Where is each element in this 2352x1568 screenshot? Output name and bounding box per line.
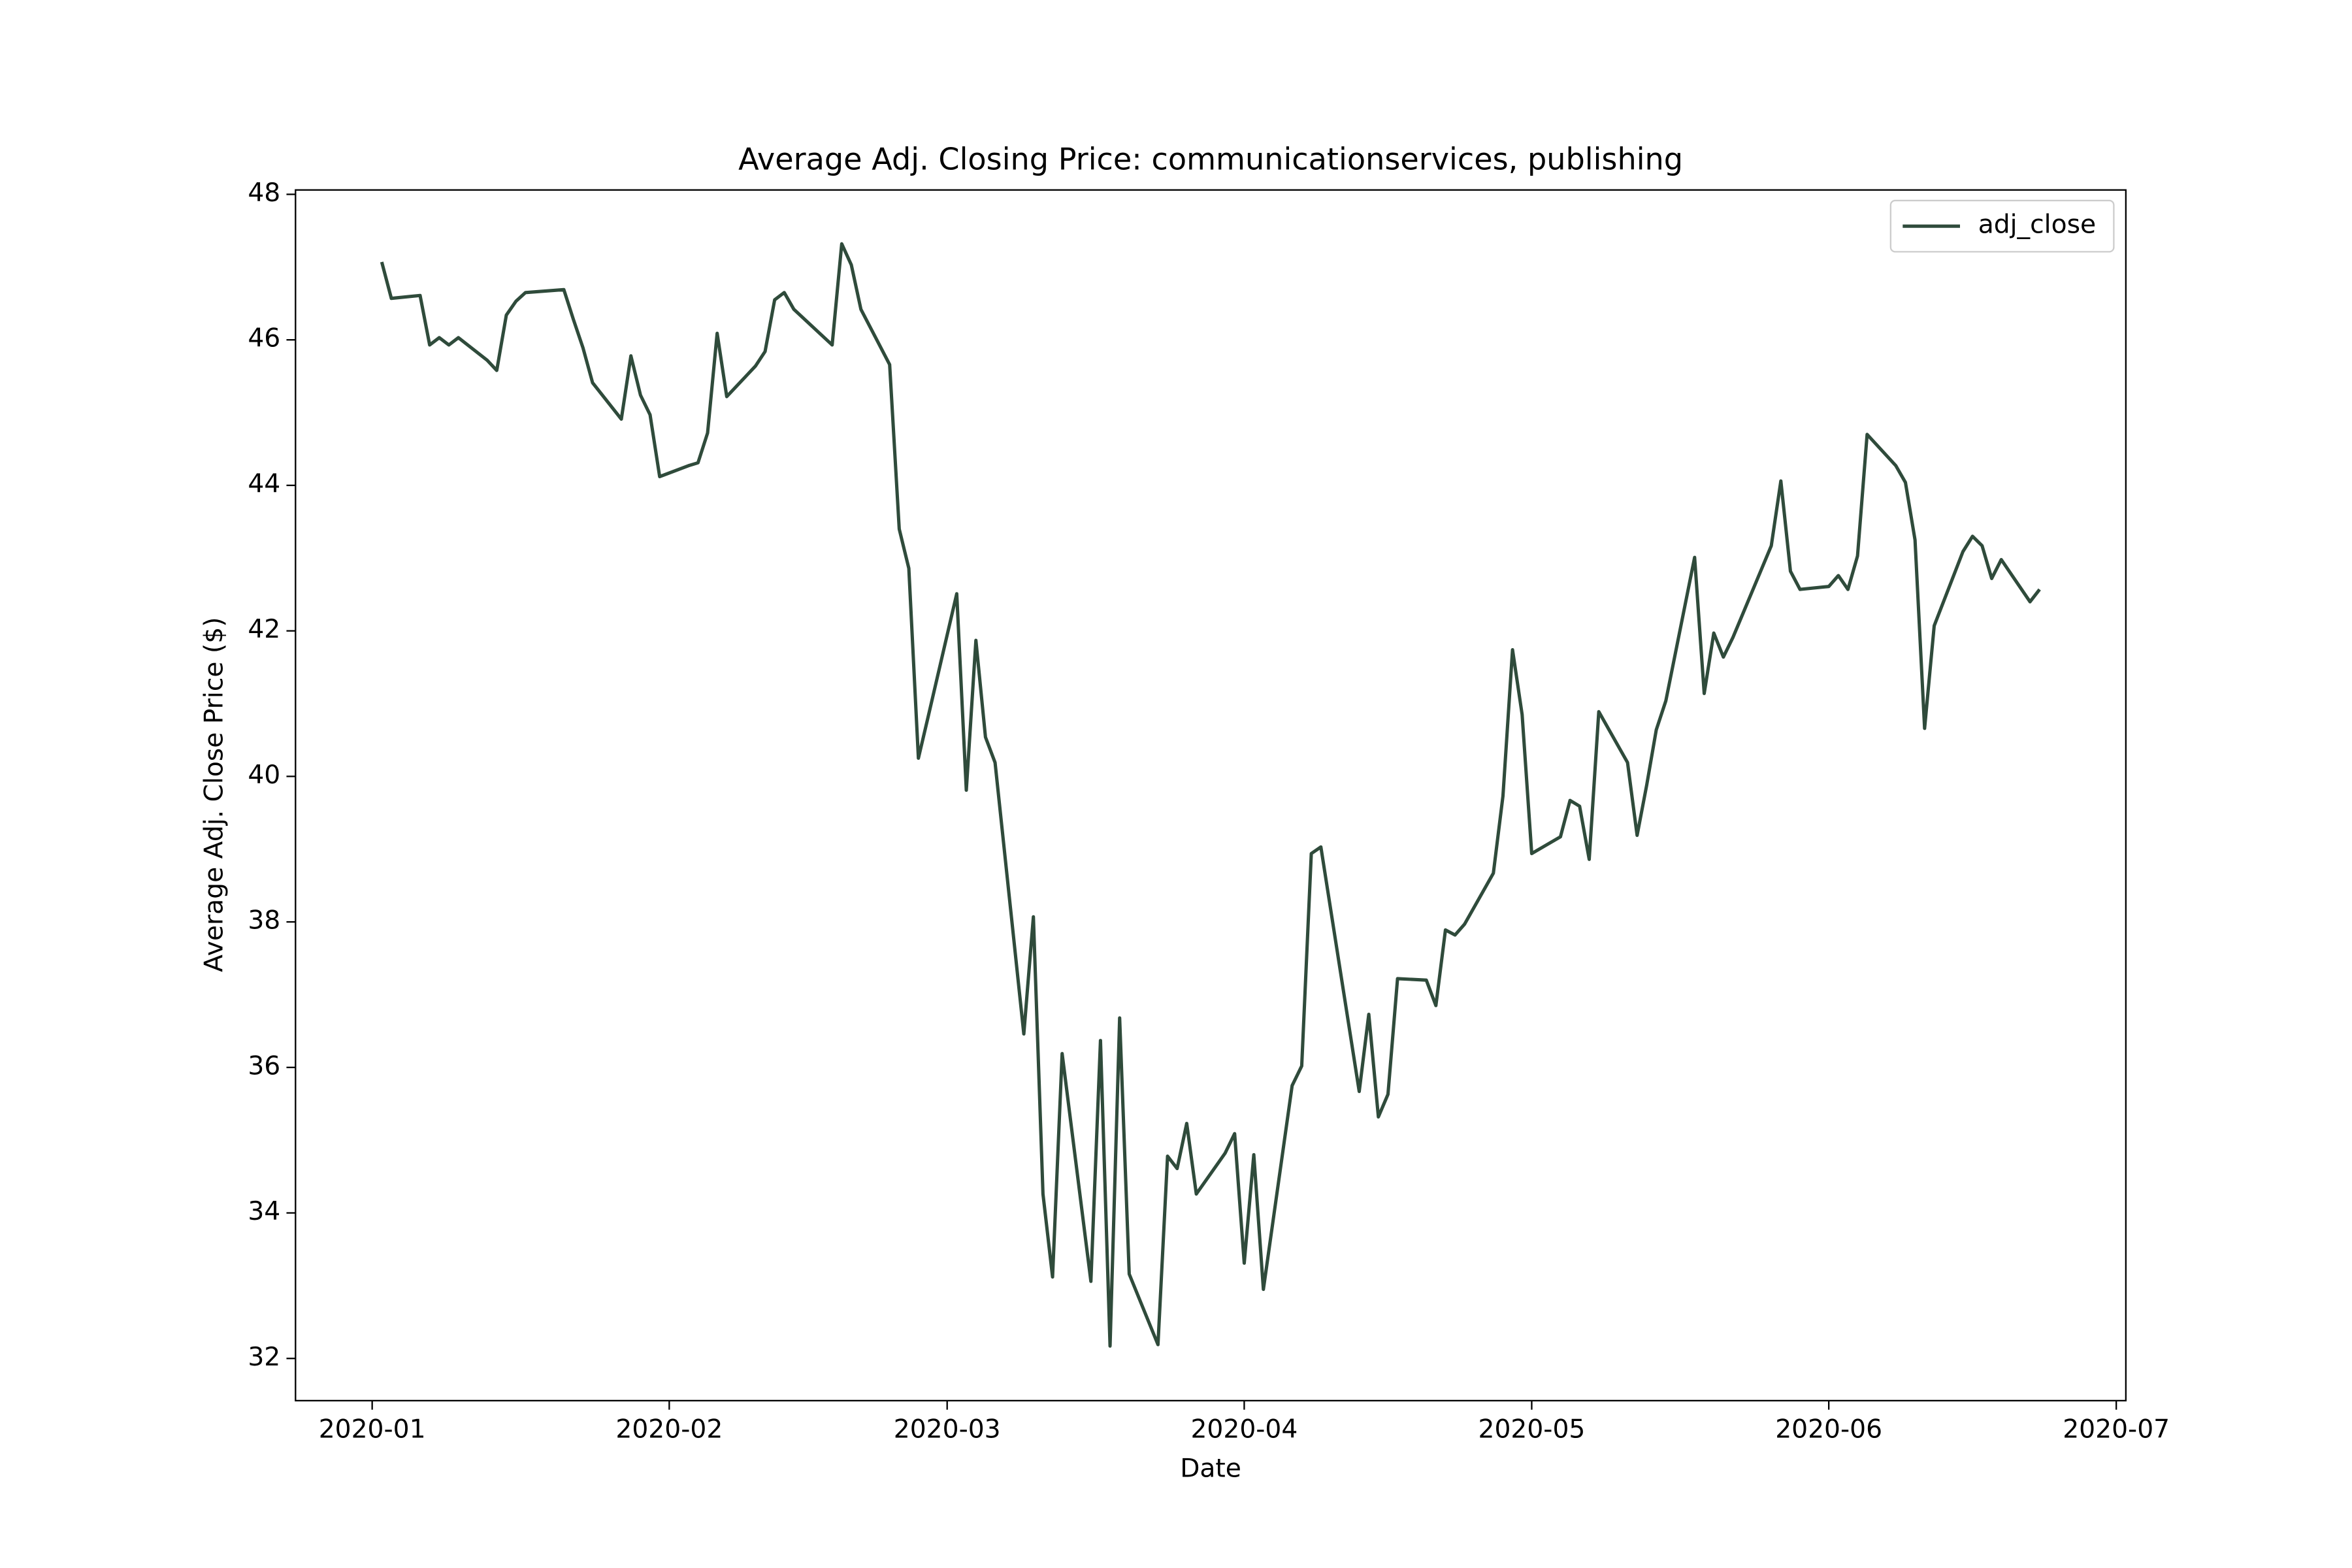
x-tick-label: 2020-04 xyxy=(1190,1415,1298,1445)
x-tick-label: 2020-02 xyxy=(615,1415,723,1445)
legend-label: adj_close xyxy=(1978,210,2096,240)
y-tick-label: 40 xyxy=(248,760,280,790)
x-tick-label: 2020-05 xyxy=(1478,1415,1586,1445)
x-tick-label: 2020-07 xyxy=(2063,1415,2170,1445)
y-tick-label: 46 xyxy=(248,324,280,353)
plot-frame xyxy=(295,189,2127,1401)
legend-box xyxy=(1889,199,2115,253)
y-tick-label: 32 xyxy=(248,1343,280,1372)
x-tick-label: 2020-06 xyxy=(1775,1415,1882,1445)
y-tick-label: 48 xyxy=(248,178,280,208)
y-axis-label: Average Adj. Close Price ($) xyxy=(199,617,229,972)
chart-title: Average Adj. Closing Price: communicatio… xyxy=(738,141,1683,176)
y-tick-label: 42 xyxy=(248,615,280,644)
x-tick-label: 2020-03 xyxy=(894,1415,1001,1445)
y-tick-label: 44 xyxy=(248,469,280,498)
x-axis-label: Date xyxy=(1180,1454,1241,1484)
data-line xyxy=(380,242,2041,1348)
y-tick-label: 36 xyxy=(248,1051,280,1081)
y-tick-label: 38 xyxy=(248,906,280,936)
x-tick-label: 2020-01 xyxy=(319,1415,426,1445)
y-tick-label: 34 xyxy=(248,1197,280,1226)
